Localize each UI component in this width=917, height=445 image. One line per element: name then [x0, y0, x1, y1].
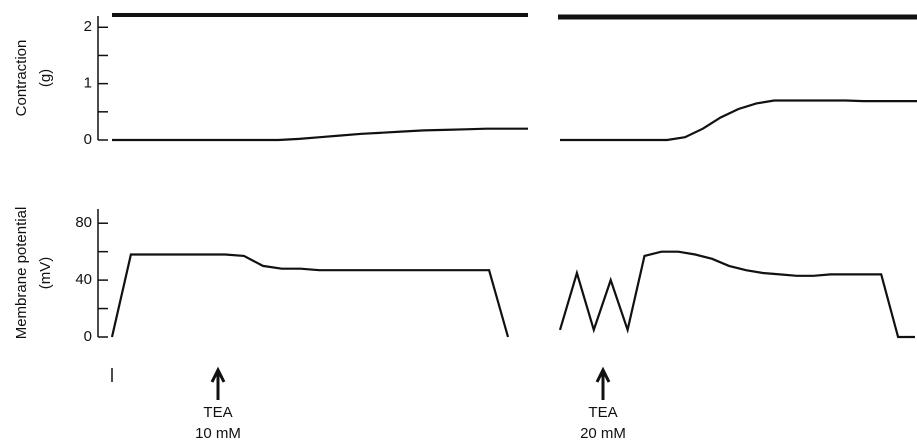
arrow [210, 366, 226, 400]
trace [112, 127, 528, 142]
annotation: TEA [203, 404, 232, 421]
y-axis-label: Membrane potential [13, 207, 30, 340]
y-tick-label: 1 [84, 75, 92, 92]
annotation: TEA [588, 404, 617, 421]
annotation-sub: 10 mM [195, 425, 241, 442]
trace [110, 253, 510, 338]
y-axis-label: (g) [37, 69, 54, 87]
y-axis-label: Contraction [13, 40, 30, 117]
trace [558, 250, 915, 339]
y-tick-label: 2 [84, 18, 92, 35]
y-tick-label: 40 [75, 271, 92, 288]
trace [560, 99, 917, 142]
y-axis-label: (mV) [37, 257, 54, 290]
y-tick-label: 0 [84, 131, 92, 148]
y-tick-label: 80 [75, 214, 92, 231]
y-tick-label: 0 [84, 328, 92, 345]
annotation-sub: 20 mM [580, 425, 626, 442]
arrow [595, 366, 611, 400]
